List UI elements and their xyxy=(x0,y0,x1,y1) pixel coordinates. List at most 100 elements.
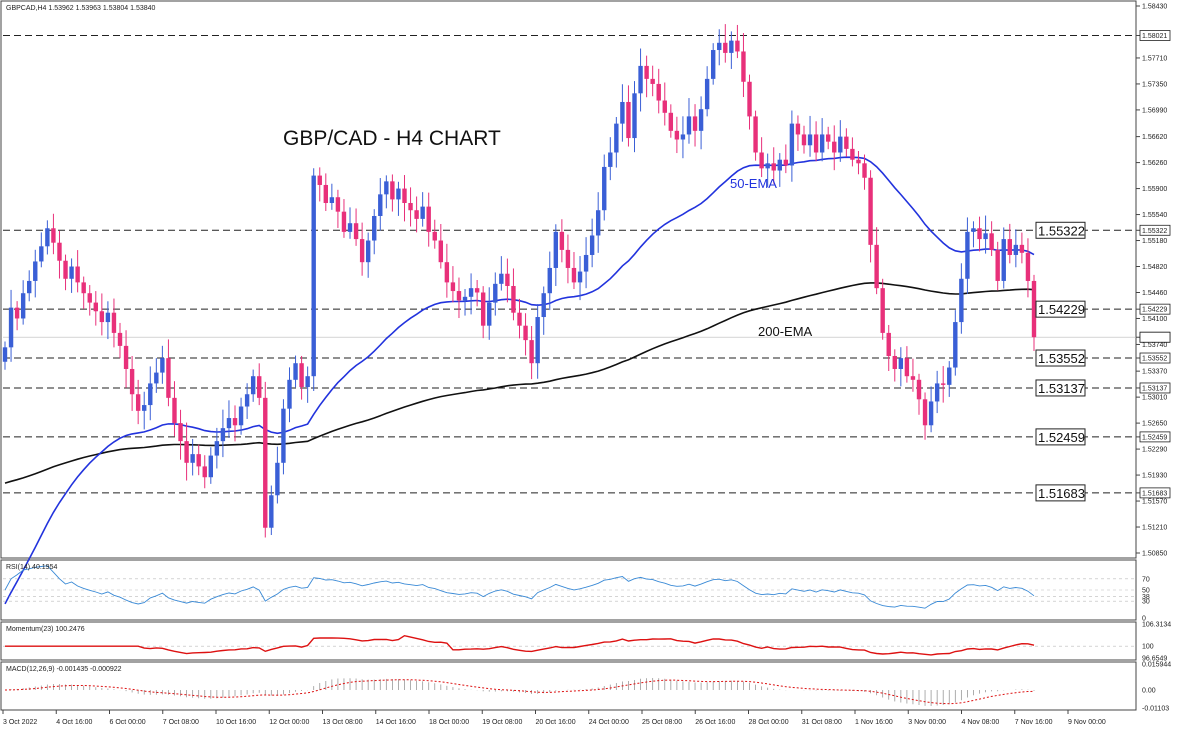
y-tick-label: 1.51570 xyxy=(1142,499,1167,506)
bear-candle xyxy=(511,285,516,313)
y-tick-highlight-box xyxy=(1139,352,1171,364)
bear-candle xyxy=(977,228,982,240)
bull-candle xyxy=(535,317,540,364)
bear-candle xyxy=(178,423,183,442)
bear-candle xyxy=(450,282,456,292)
bear-candle xyxy=(1007,239,1012,255)
bear-candle xyxy=(668,112,674,131)
ema50-label: 50-EMA xyxy=(730,176,777,191)
bear-candle xyxy=(111,312,117,333)
bull-candle xyxy=(717,42,722,51)
bull-candle xyxy=(281,408,286,463)
bear-candle xyxy=(771,163,776,171)
bear-candle xyxy=(674,130,680,140)
y-tick-label: 1.51683 xyxy=(1142,490,1167,497)
bear-candle xyxy=(75,266,80,283)
bear-candle xyxy=(844,136,849,149)
bull-candle xyxy=(638,65,643,94)
bear-candle xyxy=(989,233,994,250)
bear-candle xyxy=(408,203,413,211)
main-header: GBPCAD,H4 1.53962 1.53963 1.53804 1.5384… xyxy=(6,5,156,12)
rsi-tick-label: 0 xyxy=(1142,616,1146,623)
bull-candle xyxy=(33,261,38,281)
bull-candle xyxy=(190,454,195,463)
bear-candle xyxy=(432,231,437,241)
level-label-boxes: 1.55322 1.54229 1.53552 1.53137 1.52459 1.516… xyxy=(1035,221,1086,502)
bear-candle xyxy=(941,383,946,385)
bull-candle xyxy=(608,152,613,167)
bear-candle xyxy=(741,51,746,82)
macd-pane-frame xyxy=(0,661,1137,711)
bear-candle xyxy=(874,244,879,289)
x-tick-label: 13 Oct 08:00 xyxy=(323,719,363,726)
bull-candle xyxy=(983,233,988,240)
rsi-tick-label: 38 xyxy=(1142,594,1150,601)
y-tick-label: 1.58021 xyxy=(1142,33,1167,40)
bull-candle xyxy=(686,116,692,135)
level-label: 1.53552 xyxy=(1038,351,1085,366)
bear-candle xyxy=(87,293,92,303)
bull-candle xyxy=(378,194,383,216)
bull-candle xyxy=(226,418,232,429)
bull-candle xyxy=(275,462,280,496)
y-tick-label: 1.50850 xyxy=(1142,551,1167,558)
bull-candle xyxy=(680,134,686,140)
y-tick-label: 1.58430 xyxy=(1142,4,1167,11)
bull-candle xyxy=(819,134,825,153)
bear-candle xyxy=(402,188,407,204)
x-tick-label: 7 Nov 16:00 xyxy=(1015,719,1053,726)
level-label: 1.51683 xyxy=(1038,486,1085,501)
x-tick-label: 12 Oct 00:00 xyxy=(269,719,309,726)
bull-candle xyxy=(928,401,934,426)
y-tick-highlight-box xyxy=(1139,382,1171,394)
bear-candle xyxy=(438,240,444,263)
ema200-line xyxy=(4,282,1035,484)
bull-candle xyxy=(420,206,425,219)
x-tick-label: 3 Nov 00:00 xyxy=(908,719,946,726)
bear-candle xyxy=(359,239,365,263)
bull-candle xyxy=(45,228,50,247)
bull-candle xyxy=(547,267,552,294)
x-tick-label: 24 Oct 00:00 xyxy=(589,719,629,726)
ema50-line-group xyxy=(4,156,1035,605)
bull-candle xyxy=(971,228,976,232)
bear-candle xyxy=(1031,280,1037,338)
momentum-group: 106.3134 100 96.6549 xyxy=(3,622,1171,663)
bull-candle xyxy=(311,175,316,377)
bull-candle xyxy=(27,280,32,294)
bull-candle xyxy=(2,347,8,362)
bear-candle xyxy=(856,159,861,164)
bear-candle xyxy=(99,311,105,323)
bull-candle xyxy=(589,235,595,255)
bull-candle xyxy=(39,246,44,262)
y-tick-label: 1.51210 xyxy=(1142,525,1167,532)
bull-candle xyxy=(347,223,353,232)
y-tick-label: 1.52290 xyxy=(1142,447,1167,454)
level-label: 1.55322 xyxy=(1038,223,1085,238)
rsi-line xyxy=(4,565,1035,609)
bear-candle xyxy=(662,100,667,113)
bear-candle xyxy=(317,175,322,185)
y-tick-highlight-box xyxy=(1139,30,1171,41)
momentum-tick-label: 100 xyxy=(1142,644,1154,651)
y-tick-label: 1.54100 xyxy=(1142,316,1167,323)
bull-candle xyxy=(468,288,474,297)
x-axis-labels: 3 Oct 2022 4 Oct 16:00 6 Oct 00:00 7 Oct 08… xyxy=(2,710,1106,726)
bull-candle xyxy=(160,358,165,373)
bear-candle xyxy=(353,223,359,240)
y-tick-label: 1.53740 xyxy=(1142,342,1167,349)
level-box xyxy=(1035,300,1086,318)
candles-group xyxy=(2,24,1037,538)
momentum-pane-frame xyxy=(0,621,1137,661)
bear-candle xyxy=(759,152,764,169)
bear-candle xyxy=(57,242,62,261)
bear-candle xyxy=(880,288,885,333)
level-box xyxy=(1035,379,1086,397)
x-tick-label: 3 Oct 2022 xyxy=(3,719,37,726)
level-box xyxy=(1035,349,1086,367)
bear-candle xyxy=(474,288,480,293)
bull-candle xyxy=(499,273,504,284)
momentum-line xyxy=(5,634,1035,656)
